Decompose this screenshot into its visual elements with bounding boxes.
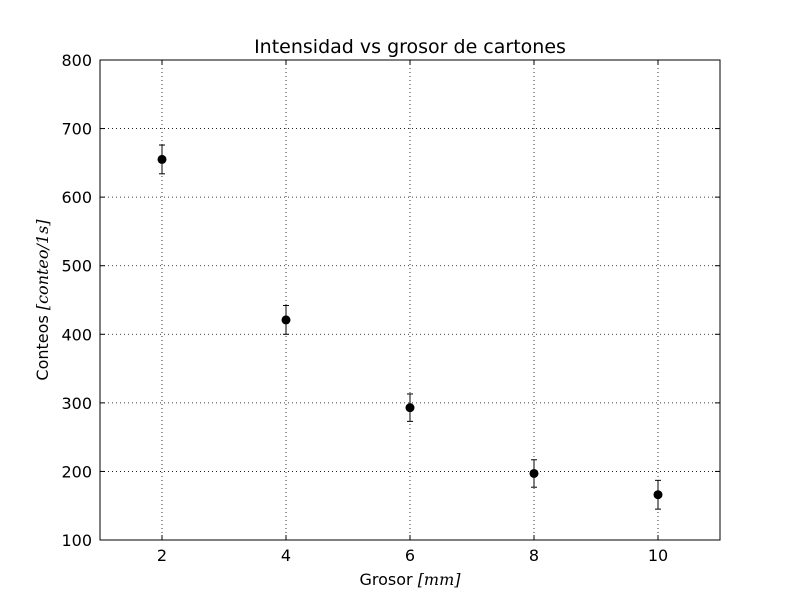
data-point <box>405 403 415 413</box>
x-axis-label-text: Grosor <box>359 570 413 589</box>
y-axis-label-text: Conteos <box>33 315 52 380</box>
x-tick-label: 8 <box>529 546 539 565</box>
y-tick-label: 700 <box>61 120 92 139</box>
x-tick-label: 10 <box>648 546 668 565</box>
y-axis-label: Conteos [conteo/1s] <box>33 219 52 381</box>
axis-ticks: 2 4 6 8 10 100 200 300 400 500 600 700 800 <box>61 51 720 565</box>
x-tick-label: 2 <box>157 546 167 565</box>
data-point <box>157 154 167 164</box>
y-tick-label: 300 <box>61 394 92 413</box>
y-tick-label: 100 <box>61 531 92 550</box>
y-tick-label: 400 <box>61 325 92 344</box>
x-axis-unit: [mm] <box>418 570 462 589</box>
data-points <box>157 144 663 510</box>
y-tick-label: 200 <box>61 462 92 481</box>
data-point <box>529 468 539 478</box>
y-tick-label: 500 <box>61 257 92 276</box>
y-tick-label: 800 <box>61 51 92 70</box>
y-tick-label: 600 <box>61 188 92 207</box>
x-tick-label: 6 <box>405 546 415 565</box>
x-axis-label: Grosor [mm] <box>359 570 461 589</box>
chart-title: Intensidad vs grosor de cartones <box>254 36 566 58</box>
data-point <box>653 490 663 500</box>
x-tick-label: 4 <box>281 546 291 565</box>
data-point <box>281 315 291 325</box>
y-axis-unit: [conteo/1s] <box>33 219 52 310</box>
